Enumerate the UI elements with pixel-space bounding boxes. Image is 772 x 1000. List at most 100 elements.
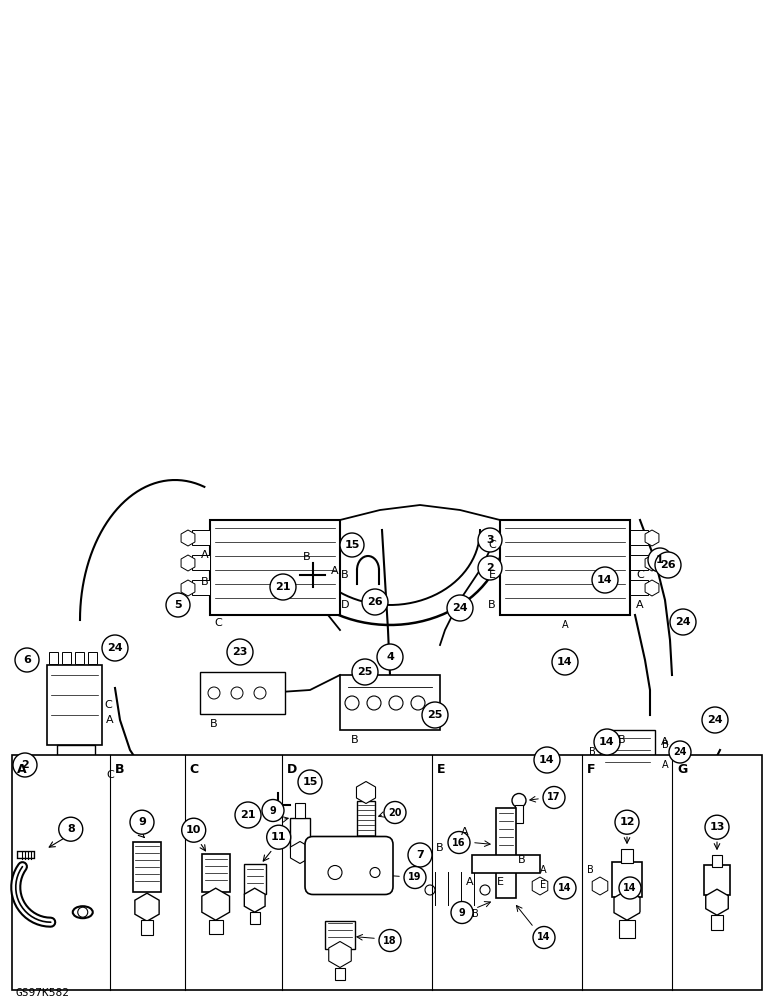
- Text: C: C: [106, 770, 114, 780]
- Bar: [430, 870, 495, 910]
- Text: B: B: [210, 719, 218, 729]
- Text: 4: 4: [386, 652, 394, 662]
- Text: B: B: [587, 865, 594, 875]
- Circle shape: [534, 747, 560, 773]
- Circle shape: [404, 866, 426, 888]
- Text: 14: 14: [537, 932, 550, 942]
- Bar: [612, 862, 642, 897]
- Text: 15: 15: [303, 777, 318, 787]
- Circle shape: [543, 786, 565, 808]
- Circle shape: [478, 528, 502, 552]
- Text: B: B: [518, 855, 526, 865]
- Circle shape: [231, 687, 243, 699]
- Text: B: B: [488, 600, 496, 610]
- Text: A: A: [331, 566, 339, 576]
- Circle shape: [447, 595, 473, 621]
- Text: 14: 14: [558, 883, 572, 893]
- Text: 25: 25: [357, 667, 373, 677]
- Text: 24: 24: [107, 643, 123, 653]
- Ellipse shape: [328, 865, 342, 880]
- Text: C: C: [104, 700, 112, 710]
- Circle shape: [411, 696, 425, 710]
- Circle shape: [422, 702, 448, 728]
- Bar: [712, 855, 722, 867]
- Text: B: B: [618, 735, 626, 745]
- Circle shape: [235, 802, 261, 828]
- Circle shape: [15, 648, 39, 672]
- Text: A: A: [107, 715, 113, 725]
- Bar: [49, 652, 58, 664]
- Text: E: E: [489, 570, 496, 580]
- Polygon shape: [181, 580, 195, 596]
- Bar: [295, 802, 305, 818]
- Circle shape: [130, 810, 154, 834]
- FancyBboxPatch shape: [305, 836, 393, 894]
- Bar: [133, 842, 161, 892]
- Bar: [75, 652, 84, 664]
- Text: B: B: [303, 552, 311, 562]
- Text: A: A: [17, 763, 26, 776]
- Text: C: C: [189, 763, 198, 776]
- Text: 12: 12: [619, 817, 635, 827]
- Polygon shape: [357, 782, 375, 804]
- Circle shape: [451, 902, 473, 924]
- Polygon shape: [329, 942, 351, 968]
- Circle shape: [592, 567, 618, 593]
- Text: 7: 7: [416, 850, 424, 860]
- Circle shape: [266, 825, 291, 849]
- Polygon shape: [645, 530, 659, 546]
- Circle shape: [78, 907, 88, 917]
- Ellipse shape: [73, 906, 93, 918]
- Bar: [201, 854, 230, 892]
- Text: 8: 8: [67, 824, 75, 834]
- Text: A: A: [201, 550, 208, 560]
- Polygon shape: [706, 889, 728, 915]
- Polygon shape: [135, 893, 159, 921]
- Bar: [200, 672, 285, 714]
- Text: 25: 25: [428, 710, 442, 720]
- Circle shape: [340, 533, 364, 557]
- Text: 24: 24: [673, 747, 687, 757]
- Bar: [88, 652, 97, 664]
- Text: 24: 24: [676, 617, 691, 627]
- Circle shape: [554, 877, 576, 899]
- Circle shape: [705, 815, 729, 839]
- Circle shape: [102, 635, 128, 661]
- Text: 21: 21: [240, 810, 256, 820]
- Polygon shape: [244, 888, 265, 912]
- Circle shape: [384, 802, 406, 824]
- Text: A: A: [636, 600, 644, 610]
- Text: 15: 15: [344, 540, 360, 550]
- Bar: [621, 849, 633, 863]
- Text: F: F: [587, 763, 595, 776]
- Ellipse shape: [512, 794, 526, 808]
- Text: A: A: [466, 877, 474, 887]
- Text: C: C: [488, 540, 496, 550]
- Bar: [472, 854, 540, 872]
- Text: 19: 19: [408, 872, 422, 882]
- Bar: [244, 864, 266, 894]
- Text: 14: 14: [599, 737, 615, 747]
- Circle shape: [345, 696, 359, 710]
- Circle shape: [702, 707, 728, 733]
- Polygon shape: [181, 555, 195, 571]
- Bar: [325, 920, 355, 948]
- Bar: [141, 920, 153, 935]
- Text: B: B: [472, 909, 479, 919]
- Polygon shape: [181, 530, 195, 546]
- Text: GS97K582: GS97K582: [15, 988, 69, 998]
- Text: B: B: [436, 843, 444, 853]
- Text: B: B: [201, 577, 208, 587]
- Circle shape: [594, 729, 620, 755]
- Text: B: B: [662, 740, 669, 750]
- Text: B: B: [588, 747, 595, 757]
- Bar: [47, 665, 102, 745]
- Circle shape: [425, 885, 435, 895]
- Polygon shape: [201, 888, 229, 920]
- Bar: [532, 860, 548, 884]
- Text: 24: 24: [707, 715, 723, 725]
- Text: D: D: [287, 763, 297, 776]
- Text: A: A: [662, 760, 669, 770]
- Circle shape: [408, 843, 432, 867]
- Bar: [290, 818, 310, 848]
